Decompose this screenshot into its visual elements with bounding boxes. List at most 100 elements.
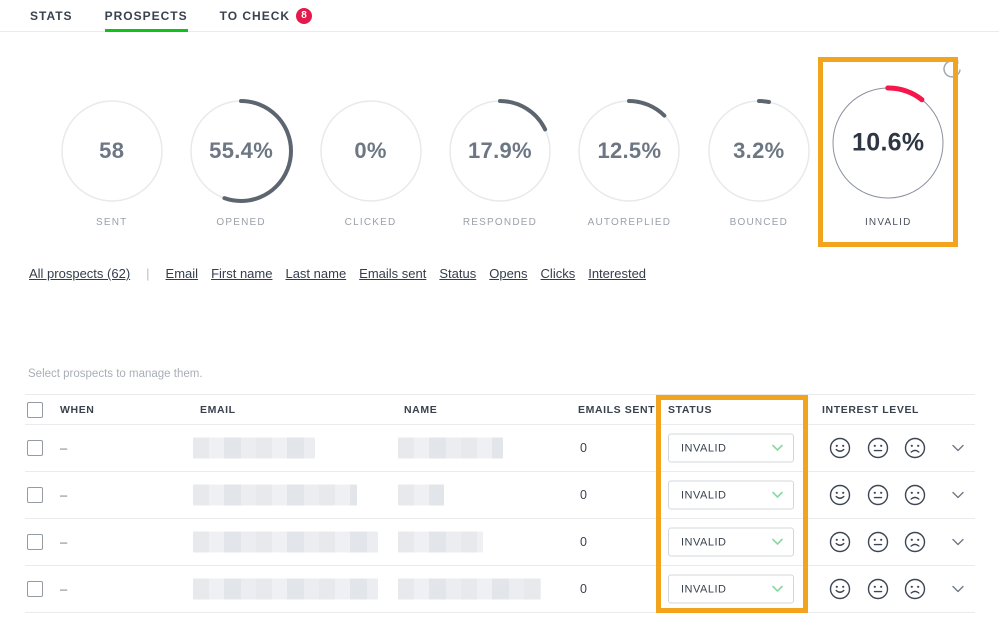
filter-interested[interactable]: Interested	[588, 266, 647, 281]
col-when: WHEN	[60, 403, 95, 416]
stat-bounced: 3.2% BOUNCED	[694, 33, 823, 233]
emails-sent-value: 0	[580, 535, 587, 549]
tab-stats[interactable]: STATS	[30, 0, 73, 31]
col-interest-level: INTEREST LEVEL	[822, 403, 920, 416]
interest-unhappy-button[interactable]	[903, 483, 927, 507]
refresh-icon	[943, 59, 961, 78]
interest-neutral-button[interactable]	[866, 530, 890, 554]
redacted-name	[398, 437, 503, 459]
interest-neutral-button[interactable]	[866, 436, 890, 460]
redacted-name	[398, 578, 541, 600]
select-prospects-hint: Select prospects to manage them.	[28, 368, 203, 380]
select-all-checkbox[interactable]	[27, 401, 43, 418]
when-value: –	[60, 440, 68, 456]
stats-ring-row: 58 SENT 55.4% OPENED 0% CLICK	[47, 33, 953, 233]
row-checkbox[interactable]	[27, 581, 43, 597]
filter-first-name[interactable]: First name	[211, 266, 273, 281]
sad-face-icon	[904, 531, 926, 553]
status-dropdown[interactable]: INVALID	[668, 527, 794, 557]
chevron-down-icon	[772, 538, 783, 545]
row-checkbox[interactable]	[27, 440, 43, 456]
chevron-down-icon	[952, 585, 964, 593]
chevron-down-icon	[772, 444, 783, 451]
status-dropdown[interactable]: INVALID	[668, 433, 794, 463]
filter-status[interactable]: Status	[439, 266, 477, 281]
clicked-label: CLICKED	[344, 217, 397, 228]
autoreplied-ring: 12.5%	[577, 99, 682, 203]
emails-sent-value: 0	[580, 488, 587, 502]
status-value: INVALID	[681, 536, 727, 548]
status-dropdown[interactable]: INVALID	[668, 480, 794, 510]
stat-invalid: 10.6% INVALID	[824, 33, 953, 233]
redacted-email	[193, 578, 378, 600]
col-name: NAME	[404, 403, 438, 416]
neutral-face-icon	[867, 437, 889, 459]
happy-face-icon	[829, 484, 851, 506]
tab-prospects-label: PROSPECTS	[104, 8, 188, 23]
table-row: – 0 INVALID	[25, 472, 975, 519]
col-emails-sent: EMAILS SENT	[578, 403, 656, 416]
responded-value: 17.9%	[468, 138, 532, 163]
autoreplied-value: 12.5%	[597, 138, 662, 163]
invalid-label: INVALID	[864, 217, 912, 228]
refresh-stats-button[interactable]	[941, 58, 963, 80]
interest-unhappy-button[interactable]	[903, 530, 927, 554]
expand-row-button[interactable]	[950, 440, 966, 456]
tab-to-check[interactable]: TO CHECK 8	[220, 0, 313, 31]
status-dropdown[interactable]: INVALID	[668, 574, 794, 604]
filter-clicks[interactable]: Clicks	[540, 266, 576, 281]
filter-opens[interactable]: Opens	[489, 266, 528, 281]
sad-face-icon	[904, 437, 926, 459]
expand-row-button[interactable]	[950, 581, 966, 597]
tab-prospects[interactable]: PROSPECTS	[104, 0, 188, 32]
stat-responded: 17.9% RESPONDED	[435, 33, 564, 233]
expand-row-button[interactable]	[950, 487, 966, 503]
autoreplied-label: AUTOREPLIED	[587, 217, 672, 228]
row-checkbox[interactable]	[27, 534, 43, 550]
status-value: INVALID	[681, 442, 727, 454]
interest-happy-button[interactable]	[828, 436, 852, 460]
sent-ring: 58	[60, 99, 164, 203]
chevron-down-icon	[952, 538, 964, 546]
prospects-table: WHEN EMAIL NAME EMAILS SENT STATUS INTER…	[25, 394, 975, 613]
bounced-label: BOUNCED	[729, 217, 789, 228]
tab-bar: STATS PROSPECTS TO CHECK 8	[0, 0, 999, 32]
status-value: INVALID	[681, 583, 727, 595]
prospect-filter-bar: All prospects (62) | Email First name La…	[29, 266, 646, 281]
filter-emails-sent[interactable]: Emails sent	[359, 266, 427, 281]
redacted-name	[398, 531, 483, 553]
col-email: EMAIL	[200, 403, 236, 416]
stat-autoreplied: 12.5% AUTOREPLIED	[565, 33, 694, 233]
interest-neutral-button[interactable]	[866, 483, 890, 507]
responded-ring: 17.9%	[447, 99, 552, 203]
interest-happy-button[interactable]	[828, 483, 852, 507]
table-row: – 0 INVALID	[25, 566, 975, 613]
filter-last-name[interactable]: Last name	[285, 266, 347, 281]
redacted-email	[193, 484, 357, 506]
emails-sent-value: 0	[580, 582, 587, 596]
expand-row-button[interactable]	[950, 534, 966, 550]
sent-label: SENT	[95, 217, 128, 228]
filter-all-prospects[interactable]: All prospects (62)	[29, 266, 131, 281]
emails-sent-value: 0	[580, 441, 587, 455]
interest-neutral-button[interactable]	[866, 577, 890, 601]
neutral-face-icon	[867, 484, 889, 506]
interest-unhappy-button[interactable]	[903, 577, 927, 601]
filter-email[interactable]: Email	[165, 266, 199, 281]
table-header: WHEN EMAIL NAME EMAILS SENT STATUS INTER…	[25, 394, 975, 425]
chevron-down-icon	[772, 491, 783, 498]
when-value: –	[60, 534, 68, 550]
filter-divider: |	[146, 266, 150, 281]
invalid-value: 10.6%	[852, 128, 925, 157]
row-checkbox[interactable]	[27, 487, 43, 503]
interest-happy-button[interactable]	[828, 530, 852, 554]
interest-unhappy-button[interactable]	[903, 436, 927, 460]
redacted-email	[193, 531, 378, 553]
table-row: – 0 INVALID	[25, 519, 975, 566]
redacted-name	[398, 484, 444, 506]
col-status: STATUS	[668, 403, 713, 416]
status-value: INVALID	[681, 489, 727, 501]
redacted-email	[193, 437, 315, 459]
chevron-down-icon	[952, 491, 964, 499]
interest-happy-button[interactable]	[828, 577, 852, 601]
